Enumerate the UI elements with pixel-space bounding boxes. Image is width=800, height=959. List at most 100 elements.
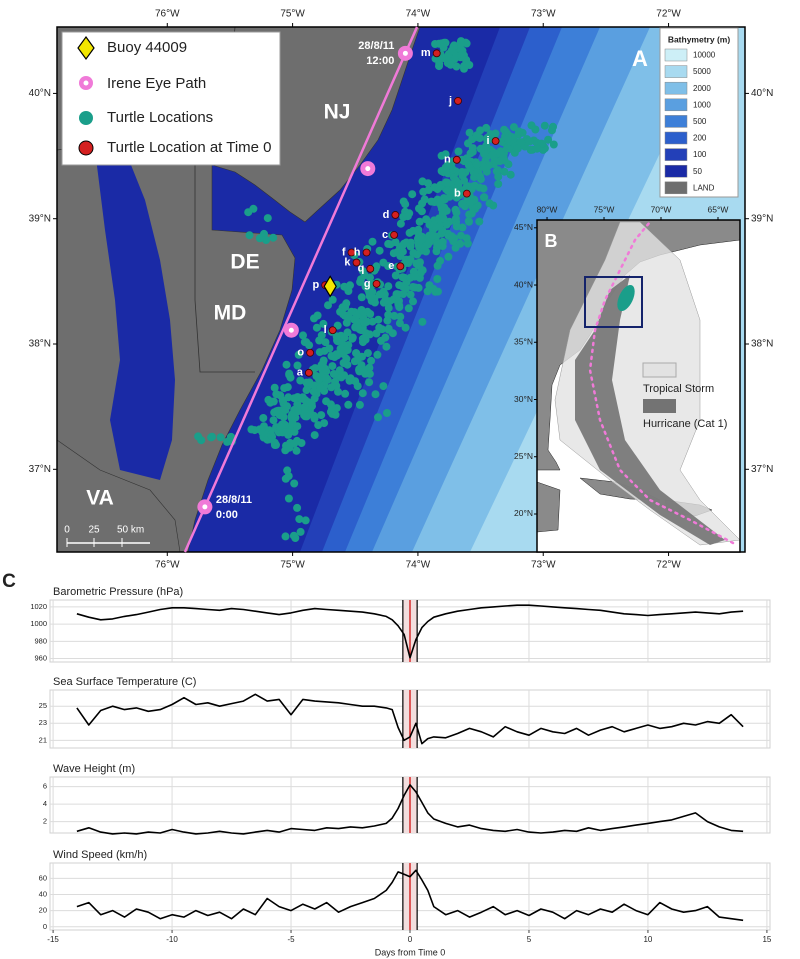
legend-buoy-icon xyxy=(77,35,95,61)
inset-frame xyxy=(536,219,741,553)
turtle-location xyxy=(340,333,349,342)
inset-turtles xyxy=(617,284,635,312)
turtle-location xyxy=(357,293,366,302)
turtle-time0 xyxy=(491,137,500,145)
y-tick-label: 60 xyxy=(39,873,47,882)
turtle-location xyxy=(434,183,443,192)
turtle-location xyxy=(418,317,427,326)
turtle-location xyxy=(365,292,374,301)
lon-tick-label: 72°W xyxy=(656,9,681,20)
state-label: MD xyxy=(214,302,247,325)
turtle-label: j xyxy=(448,95,452,107)
turtle-location xyxy=(489,201,498,210)
turtle-location xyxy=(525,137,534,146)
turtle-location xyxy=(411,283,420,292)
turtle-location xyxy=(427,197,436,206)
turtle-location xyxy=(458,171,467,180)
inset-lat-label: 35°N xyxy=(514,337,533,347)
turtle-location xyxy=(441,163,450,172)
turtle-location xyxy=(399,290,408,298)
turtle-location xyxy=(401,200,410,209)
turtle-time0 xyxy=(462,189,471,198)
turtle-location xyxy=(329,370,338,378)
turtle-location xyxy=(374,413,382,422)
turtle-location xyxy=(281,474,290,483)
inset-map xyxy=(537,220,740,546)
turtle-label: h xyxy=(354,246,361,258)
inset-lat-label: 40°N xyxy=(514,279,533,289)
turtle-location xyxy=(402,238,411,247)
eye-center xyxy=(202,504,208,510)
turtle-location xyxy=(377,336,385,345)
eye-center xyxy=(365,166,371,172)
turtle-location xyxy=(344,400,353,409)
turtle-location xyxy=(447,232,456,241)
panel-label: A xyxy=(632,46,648,71)
turtle-location xyxy=(424,179,432,188)
lat-tick-label: 39°N xyxy=(751,213,773,224)
turtle-location xyxy=(365,369,374,378)
eye-time: 0:00 xyxy=(216,509,238,521)
eye-center xyxy=(288,327,294,333)
turtle-location xyxy=(533,144,541,153)
turtle-time0 xyxy=(366,264,375,273)
turtle-location xyxy=(405,228,414,237)
state-label: DE xyxy=(230,251,259,274)
turtle-time0 xyxy=(372,279,381,288)
turtle-label: g xyxy=(364,278,371,290)
turtle-location xyxy=(425,220,434,229)
turtle-location xyxy=(382,342,391,351)
inset-lat-label: 45°N xyxy=(514,222,533,232)
turtle-location xyxy=(368,317,377,326)
inset-lat-label: 20°N xyxy=(514,508,533,518)
turtle-label: e xyxy=(388,260,394,272)
turtle-location xyxy=(341,389,350,398)
turtle-location xyxy=(276,422,285,431)
y-tick-label: 1020 xyxy=(30,602,47,611)
inset-legend-label: Tropical Storm xyxy=(643,383,714,395)
turtle-label: l xyxy=(324,324,327,336)
turtle-location xyxy=(309,387,318,396)
turtle-label: i xyxy=(487,135,490,147)
turtle-location xyxy=(290,394,299,403)
bathymetry-label: 200 xyxy=(693,134,707,143)
turtle-location xyxy=(319,319,328,328)
turtle-location xyxy=(301,516,310,525)
turtle-location xyxy=(384,304,393,312)
turtle-location xyxy=(449,165,458,174)
turtle-location xyxy=(361,282,370,291)
lon-tick-label: 73°W xyxy=(531,560,556,571)
inset-track xyxy=(588,220,735,545)
turtle-location xyxy=(269,233,278,242)
turtle-location xyxy=(506,170,515,179)
turtle-location xyxy=(458,49,467,58)
turtle-location xyxy=(300,411,309,420)
series-line xyxy=(76,869,744,922)
inset-legend-swatch xyxy=(643,399,676,413)
turtle-location xyxy=(357,306,366,314)
lon-tick-label: 72°W xyxy=(656,560,681,571)
turtle-location xyxy=(270,383,279,392)
turtle-location xyxy=(300,403,309,412)
turtle-location xyxy=(312,323,321,332)
turtle-location xyxy=(344,313,353,322)
x-tick-label: 10 xyxy=(643,935,652,944)
turtle-location xyxy=(466,198,475,207)
turtle-location xyxy=(346,374,355,383)
turtle-location xyxy=(393,248,401,257)
turtle-location xyxy=(380,290,389,299)
turtle-location xyxy=(539,145,548,154)
lat-tick-label: 40°N xyxy=(751,88,773,99)
turtle-location xyxy=(371,390,380,399)
turtle-location xyxy=(355,400,364,409)
turtle-location xyxy=(549,140,558,149)
turtle-location xyxy=(262,236,271,244)
turtle-location xyxy=(344,287,353,295)
chart-title: Sea Surface Temperature (C) xyxy=(53,676,196,688)
scale-label: 50 km xyxy=(117,525,144,536)
state-label: VA xyxy=(86,487,114,510)
turtle-location xyxy=(296,527,305,536)
map-frame xyxy=(56,26,746,553)
turtle-location xyxy=(493,166,502,175)
turtle-location xyxy=(288,410,297,419)
